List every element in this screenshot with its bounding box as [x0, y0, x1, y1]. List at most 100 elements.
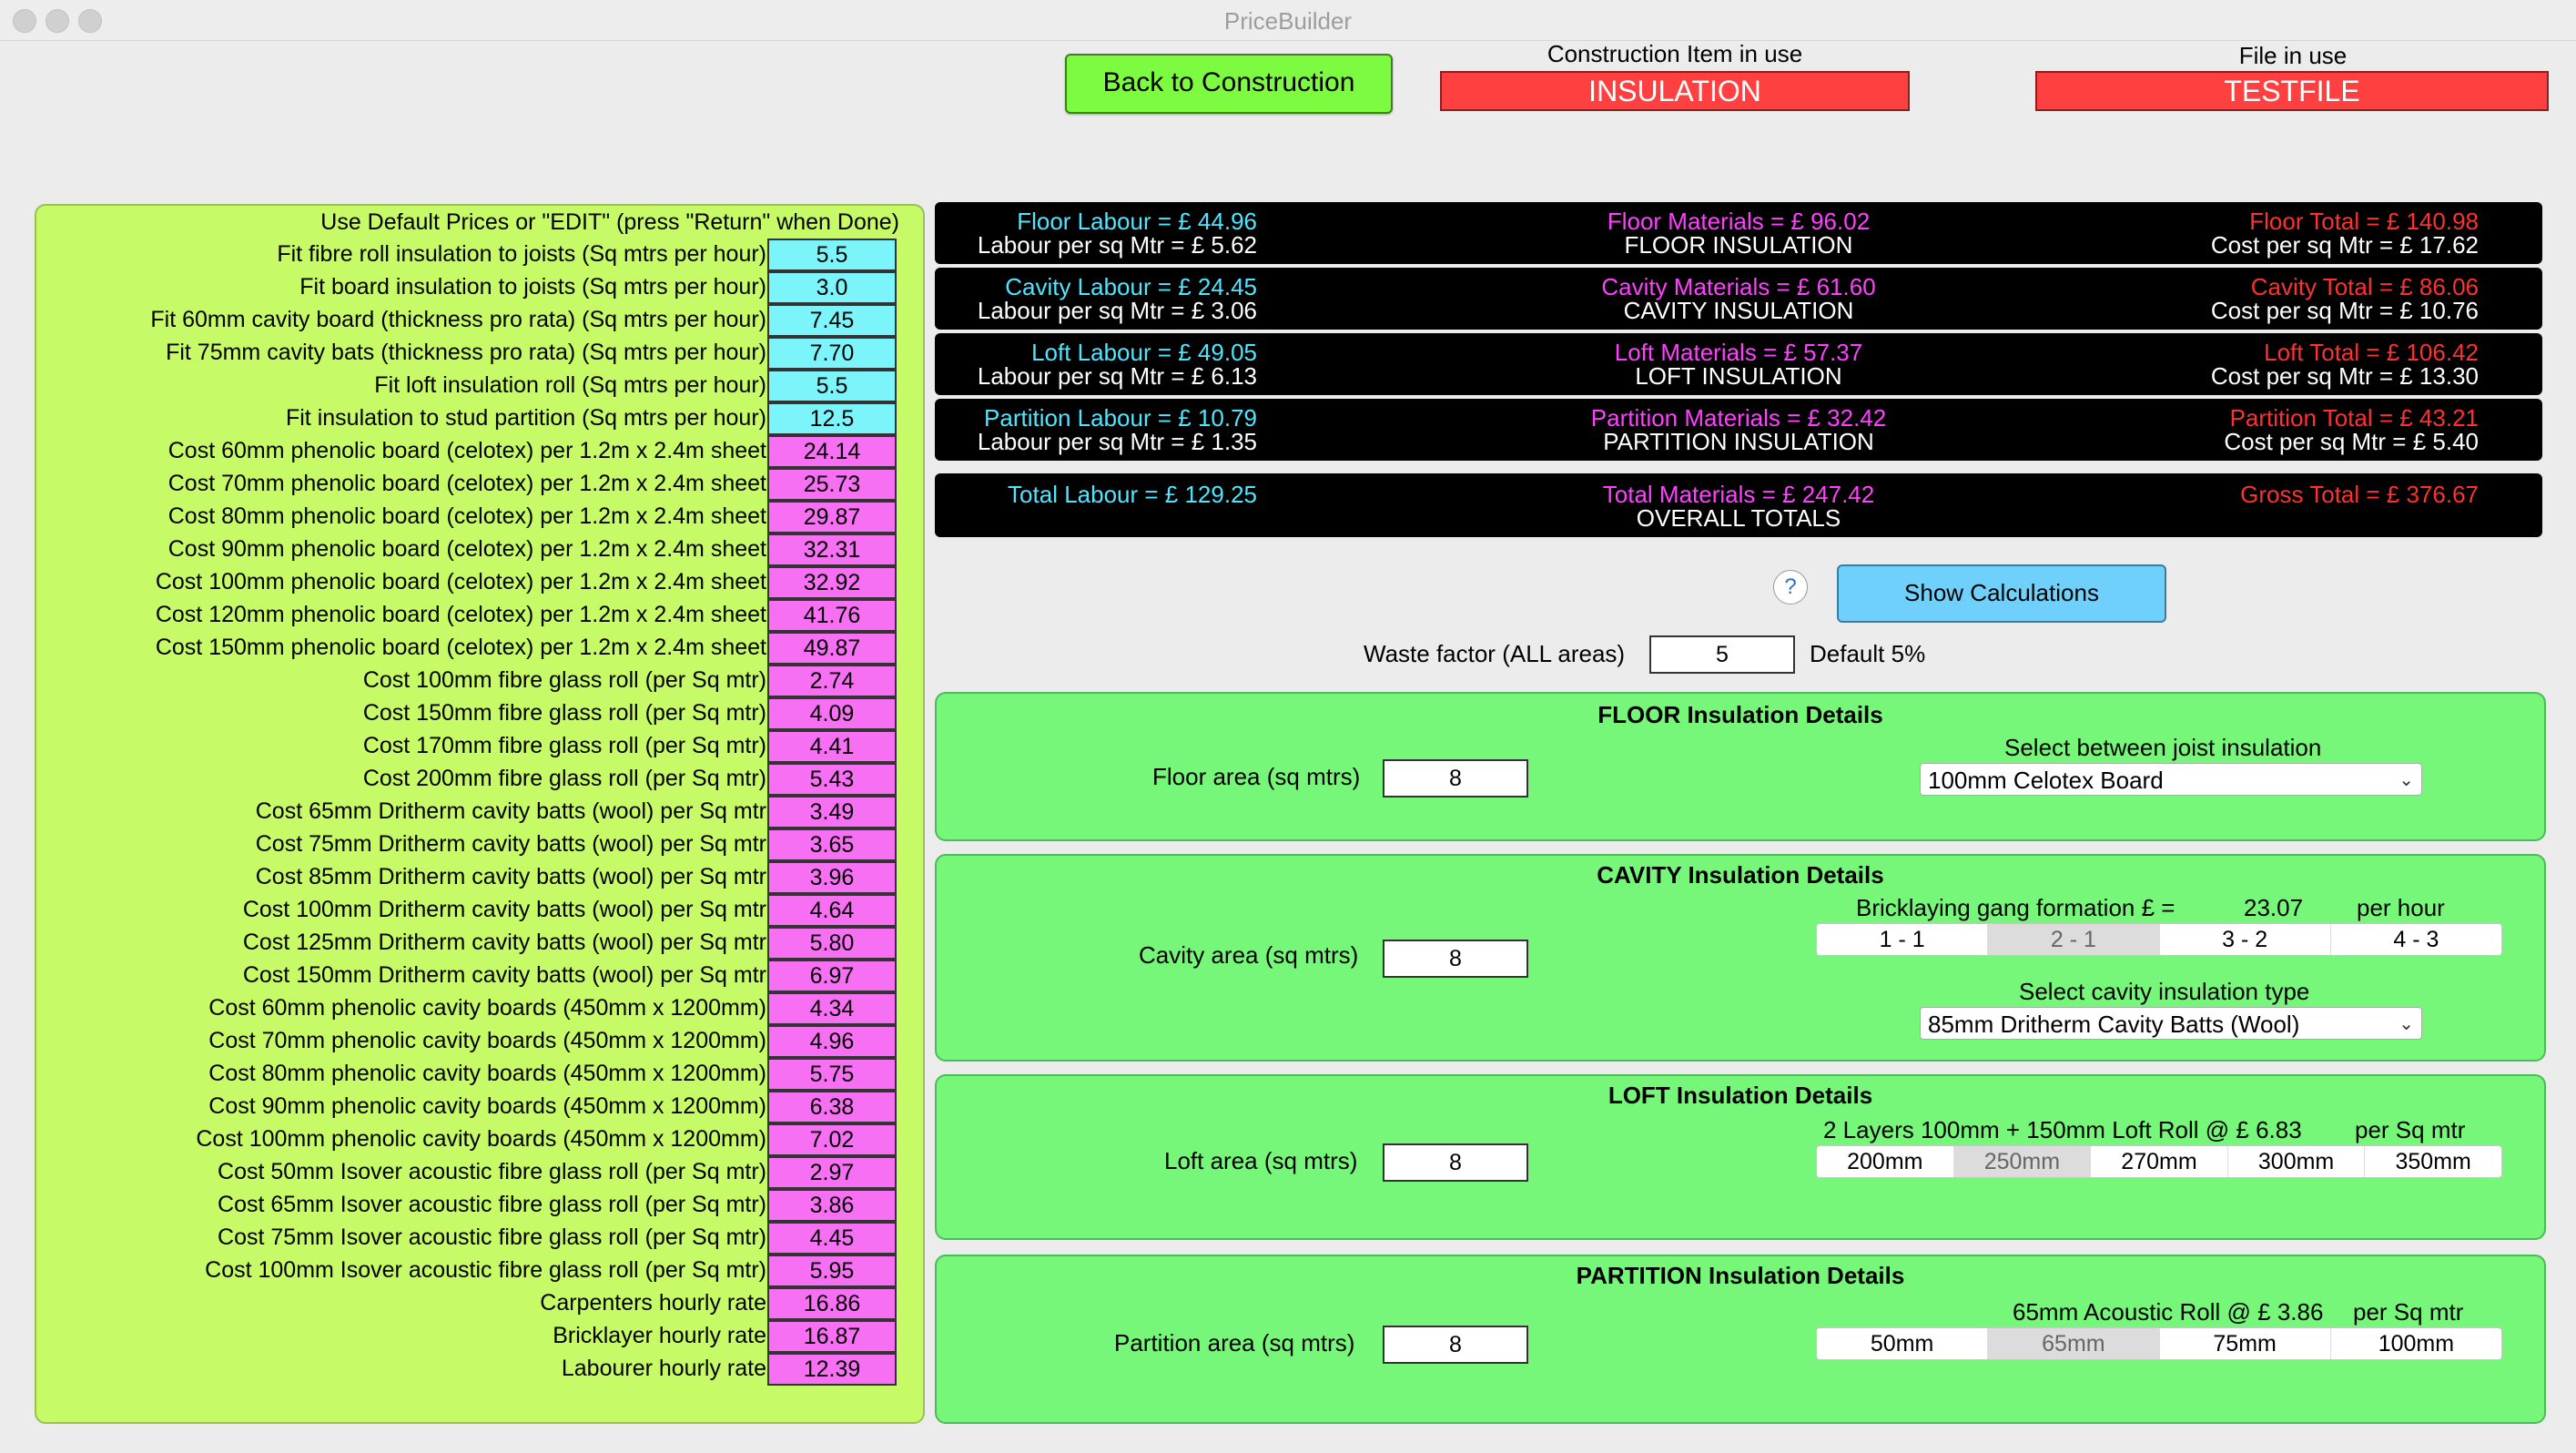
- segment-option[interactable]: 300mm: [2228, 1146, 2366, 1177]
- price-value-input[interactable]: 4.41: [767, 730, 897, 763]
- overall-totals-name: OVERALL TOTALS: [1636, 504, 1841, 532]
- gang-formation-label: Bricklaying gang formation £ =: [1856, 894, 2175, 921]
- price-value-input[interactable]: 4.34: [767, 992, 897, 1025]
- loft-thickness-segmented-control[interactable]: 200mm 250mm 270mm 300mm 350mm: [1816, 1145, 2502, 1178]
- price-value-input[interactable]: 3.86: [767, 1189, 897, 1222]
- price-value-input[interactable]: 16.87: [767, 1320, 897, 1353]
- price-value-input[interactable]: 2.74: [767, 665, 897, 697]
- window-titlebar: PriceBuilder: [0, 0, 2576, 41]
- floor-area-input[interactable]: 8: [1383, 759, 1528, 798]
- window-title: PriceBuilder: [1223, 7, 1353, 35]
- segment-option[interactable]: 350mm: [2395, 1149, 2471, 1174]
- price-value-input[interactable]: 5.80: [767, 927, 897, 960]
- segment-option[interactable]: 50mm: [1817, 1328, 1989, 1359]
- summary-row: Cavity Labour = £ 24.45 Labour per sq Mtr…: [935, 268, 2542, 330]
- price-value-input[interactable]: 7.70: [767, 337, 897, 370]
- segment-option[interactable]: 200mm: [1817, 1146, 1954, 1177]
- price-row: Fit 75mm cavity bats (thickness pro rata…: [36, 337, 923, 370]
- price-value-input[interactable]: 3.0: [767, 271, 897, 304]
- materials-total: Partition Materials = £ 32.42: [1590, 404, 1887, 432]
- price-row: Cost 100mm phenolic board (celotex) per …: [36, 566, 923, 599]
- partition-area-input[interactable]: 8: [1383, 1326, 1528, 1364]
- price-value-input[interactable]: 32.92: [767, 566, 897, 599]
- loft-roll-info: 2 Layers 100mm + 150mm Loft Roll @ £ 6.8…: [1823, 1116, 2302, 1143]
- segment-option[interactable]: 3 - 2: [2160, 924, 2331, 955]
- help-icon[interactable]: ?: [1773, 570, 1808, 605]
- price-value-input[interactable]: 6.97: [767, 960, 897, 992]
- loft-area-input[interactable]: 8: [1383, 1143, 1528, 1182]
- price-label: Cost 170mm fibre glass roll (per Sq mtr): [362, 733, 766, 758]
- price-value-input[interactable]: 24.14: [767, 435, 897, 468]
- segment-option[interactable]: 100mm: [2378, 1331, 2455, 1356]
- price-label: Cost 90mm phenolic board (celotex) per 1…: [167, 536, 766, 562]
- labour-per-sqm: Labour per sq Mtr = £ 3.06: [977, 297, 1257, 324]
- segment-option[interactable]: 2 - 1: [1988, 924, 2160, 955]
- price-value-input[interactable]: 3.96: [767, 861, 897, 894]
- price-label: Cost 100mm fibre glass roll (per Sq mtr): [362, 667, 766, 693]
- price-row: Cost 100mm Isover acoustic fibre glass r…: [36, 1255, 923, 1287]
- price-label: Fit 75mm cavity bats (thickness pro rata…: [166, 340, 766, 365]
- cavity-insulation-dropdown[interactable]: 85mm Dritherm Cavity Batts (Wool) ⌄: [1920, 1007, 2422, 1040]
- segment-option[interactable]: 4 - 3: [2393, 927, 2439, 952]
- waste-factor-input[interactable]: 5: [1649, 635, 1795, 674]
- price-value-input[interactable]: 2.97: [767, 1156, 897, 1189]
- price-value-input[interactable]: 32.31: [767, 533, 897, 566]
- cavity-area-label: Cavity area (sq mtrs): [1139, 941, 1359, 969]
- cavity-section-title: CAVITY Insulation Details: [1597, 861, 1884, 889]
- price-label: Cost 120mm phenolic board (celotex) per …: [155, 602, 766, 627]
- price-label: Fit loft insulation roll (Sq mtrs per ho…: [374, 372, 766, 398]
- price-value-input[interactable]: 6.38: [767, 1091, 897, 1123]
- price-value-input[interactable]: 7.45: [767, 304, 897, 337]
- price-value-input[interactable]: 5.43: [767, 763, 897, 796]
- price-value-input[interactable]: 25.73: [767, 468, 897, 501]
- price-row: Fit insulation to stud partition (Sq mtr…: [36, 402, 923, 435]
- price-value-input[interactable]: 5.95: [767, 1255, 897, 1287]
- close-window-icon[interactable]: [13, 9, 36, 33]
- partition-thickness-segmented-control[interactable]: 50mm 65mm 75mm 100mm: [1816, 1327, 2502, 1360]
- segment-option[interactable]: 65mm: [1988, 1328, 2160, 1359]
- price-value-input[interactable]: 4.96: [767, 1025, 897, 1058]
- price-value-input[interactable]: 4.64: [767, 894, 897, 927]
- price-value-input[interactable]: 5.5: [767, 239, 897, 271]
- price-value-input[interactable]: 7.02: [767, 1123, 897, 1156]
- back-to-construction-button[interactable]: Back to Construction: [1065, 54, 1393, 114]
- price-row: Cost 75mm Dritherm cavity batts (wool) p…: [36, 828, 923, 861]
- price-value-input[interactable]: 4.09: [767, 697, 897, 730]
- floor-insulation-dropdown[interactable]: 100mm Celotex Board ⌄: [1920, 763, 2422, 796]
- price-value-input[interactable]: 12.5: [767, 402, 897, 435]
- price-label: Cost 90mm phenolic cavity boards (450mm …: [208, 1093, 766, 1119]
- price-row: Cost 70mm phenolic cavity boards (450mm …: [36, 1025, 923, 1058]
- price-row: Cost 125mm Dritherm cavity batts (wool) …: [36, 927, 923, 960]
- price-value-input[interactable]: 12.39: [767, 1353, 897, 1386]
- show-calculations-button[interactable]: Show Calculations: [1837, 564, 2166, 623]
- price-value-input[interactable]: 29.87: [767, 501, 897, 533]
- zoom-window-icon[interactable]: [78, 9, 102, 33]
- price-value-input[interactable]: 3.65: [767, 828, 897, 861]
- price-value-input[interactable]: 4.45: [767, 1222, 897, 1255]
- section-total: Floor Total = £ 140.98: [2249, 208, 2479, 235]
- materials-total: Loft Materials = £ 57.37: [1614, 339, 1863, 366]
- price-label: Carpenters hourly rate: [540, 1290, 766, 1316]
- segment-option[interactable]: 1 - 1: [1817, 924, 1989, 955]
- cost-per-sqm: Cost per sq Mtr = £ 10.76: [2210, 297, 2479, 324]
- segment-option[interactable]: 250mm: [1953, 1146, 2092, 1177]
- minimize-window-icon[interactable]: [46, 9, 69, 33]
- segment-option[interactable]: 75mm: [2160, 1328, 2331, 1359]
- price-value-input[interactable]: 41.76: [767, 599, 897, 632]
- floor-insulation-section: FLOOR Insulation Details Floor area (sq …: [935, 692, 2546, 841]
- price-row: Bricklayer hourly rate 16.87: [36, 1320, 923, 1353]
- section-name: LOFT INSULATION: [1635, 362, 1842, 390]
- price-value-input[interactable]: 5.75: [767, 1058, 897, 1091]
- price-value-input[interactable]: 5.5: [767, 370, 897, 402]
- cavity-area-input[interactable]: 8: [1383, 940, 1528, 978]
- partition-section-title: PARTITION Insulation Details: [1576, 1262, 1905, 1289]
- price-value-input[interactable]: 3.49: [767, 796, 897, 828]
- loft-area-label: Loft area (sq mtrs): [1164, 1147, 1358, 1174]
- price-value-input[interactable]: 16.86: [767, 1287, 897, 1320]
- segment-option[interactable]: 270mm: [2091, 1146, 2228, 1177]
- summary-row: Loft Labour = £ 49.05 Labour per sq Mtr =…: [935, 333, 2542, 395]
- price-label: Cost 150mm phenolic board (celotex) per …: [155, 635, 766, 660]
- labour-per-sqm: Labour per sq Mtr = £ 1.35: [977, 428, 1257, 455]
- price-value-input[interactable]: 49.87: [767, 632, 897, 665]
